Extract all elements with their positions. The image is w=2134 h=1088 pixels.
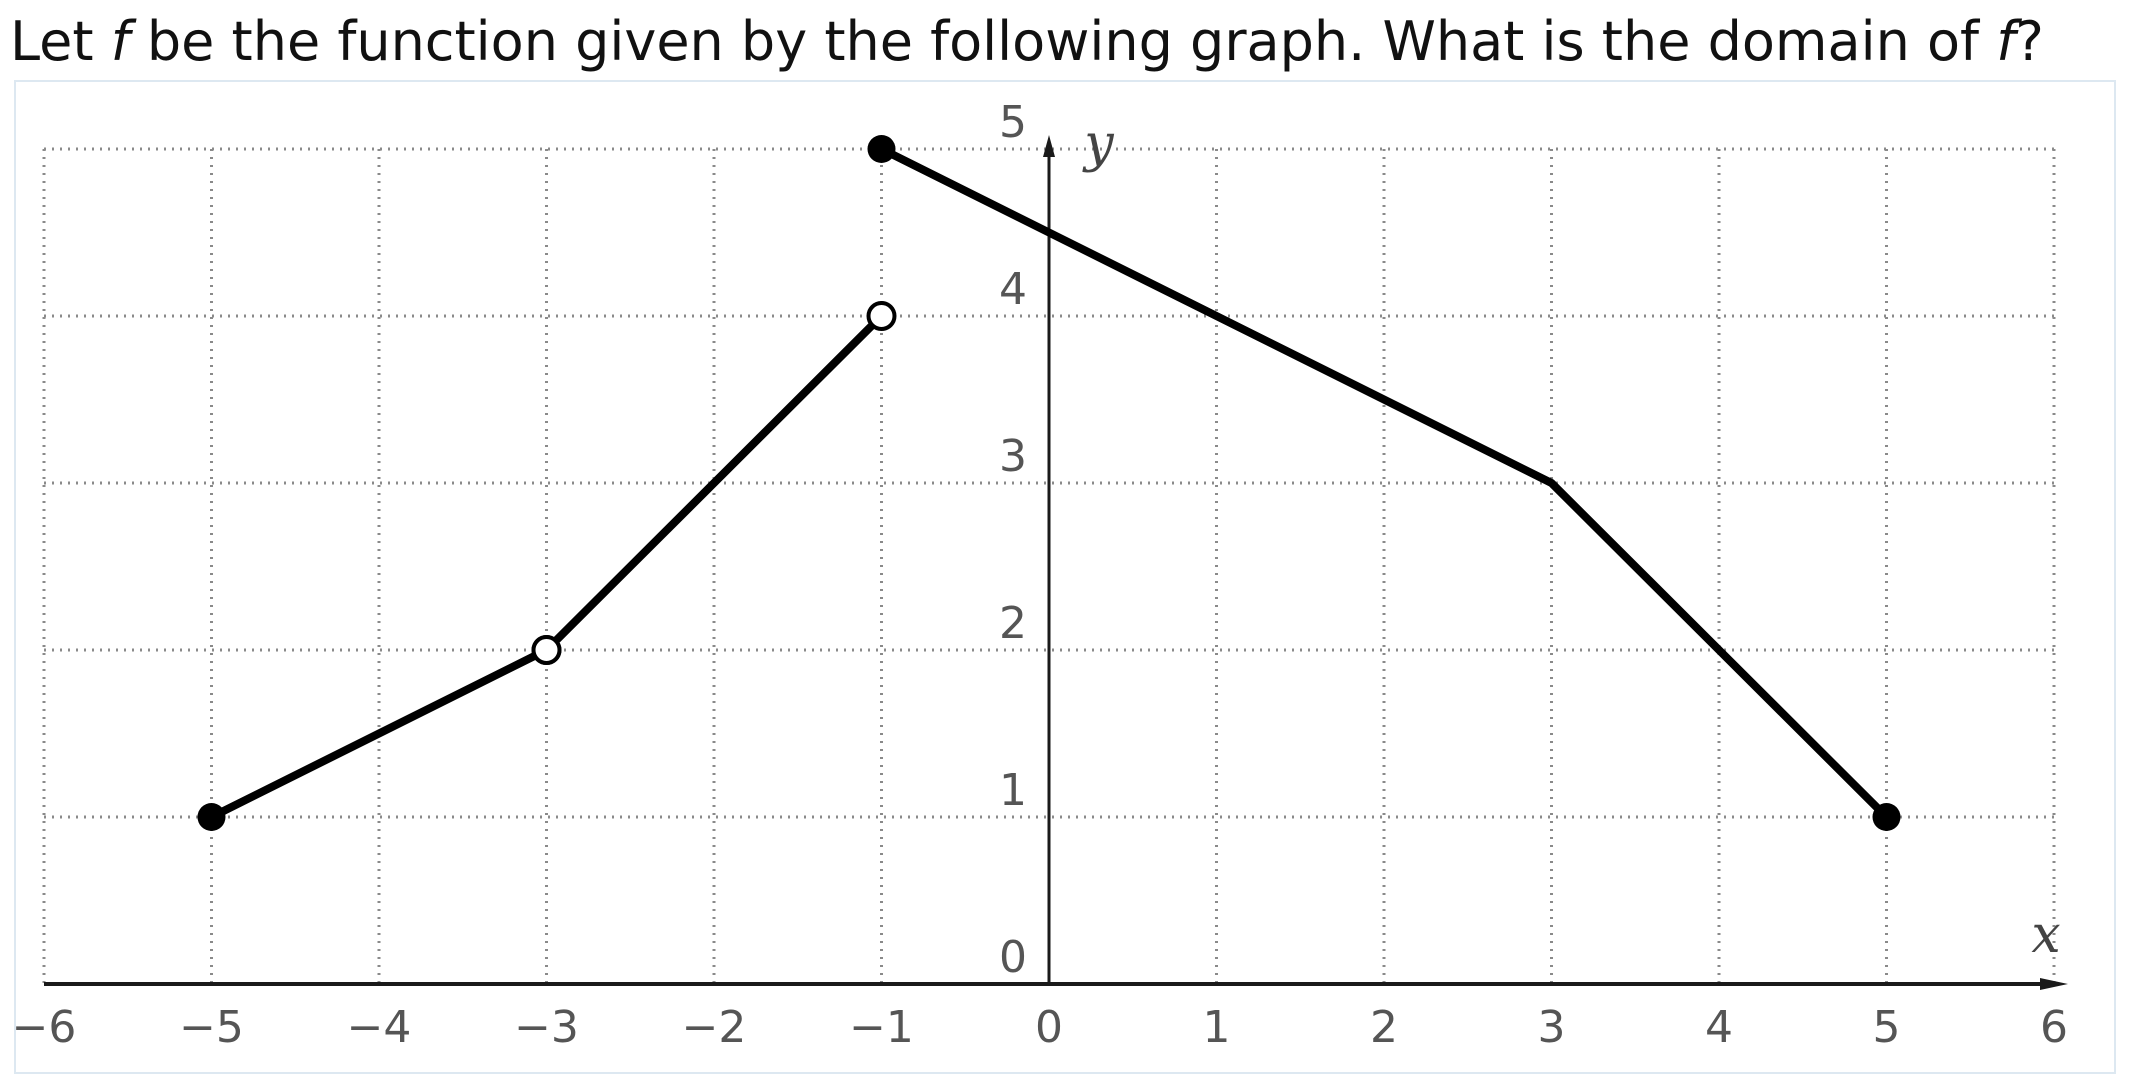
x-tick-label: −5 [179,1002,244,1053]
x-tick-label: 0 [1035,1002,1063,1053]
x-tick-label: −4 [347,1002,412,1053]
x-axis-arrow [2040,978,2068,990]
y-tick-label: 1 [999,765,1027,816]
open-endpoint [531,635,562,665]
question-text: Let f be the function given by the follo… [10,6,2044,78]
y-axis-label: y [1082,114,1114,174]
closed-endpoint [867,135,896,163]
closed-endpoint [197,803,226,831]
y-tick-label: 2 [999,598,1027,649]
x-tick-label: 6 [2040,1002,2068,1053]
x-tick-label: 5 [1873,1002,1901,1053]
y-tick-label: 0 [999,932,1027,983]
x-tick-label: −1 [849,1002,914,1053]
y-axis-arrow [1043,135,1055,157]
question-part-1: Let [10,10,111,73]
open-endpoint [866,301,897,331]
x-tick-label: 1 [1203,1002,1231,1053]
x-tick-label: −2 [682,1002,747,1053]
question-part-2: be the function given by the following g… [129,10,1997,73]
function-segment [207,646,551,821]
function-segment [877,145,1891,821]
graph-frame: −6 −5 −4 −3 −2 −1 0 1 2 3 4 5 6 0 1 2 3 4 5 y x [14,80,2116,1074]
x-tick-label: −6 [16,1002,76,1053]
y-tick-label: 3 [999,431,1027,482]
function-segment [542,312,886,654]
function-symbol: f [110,10,130,73]
question-part-3: ? [2015,10,2044,73]
y-tick-label: 4 [999,264,1027,315]
y-tick-label: 5 [999,97,1027,148]
x-tick-label: 4 [1705,1002,1733,1053]
function-symbol-2: f [1996,10,2016,73]
x-tick-label: 3 [1538,1002,1566,1053]
x-axis-label: x [2031,905,2060,965]
x-tick-label: −3 [514,1002,579,1053]
x-tick-label: 2 [1370,1002,1398,1053]
closed-endpoint [1872,803,1901,831]
function-graph: −6 −5 −4 −3 −2 −1 0 1 2 3 4 5 6 0 1 2 3 4 5 y x [16,97,2068,1053]
